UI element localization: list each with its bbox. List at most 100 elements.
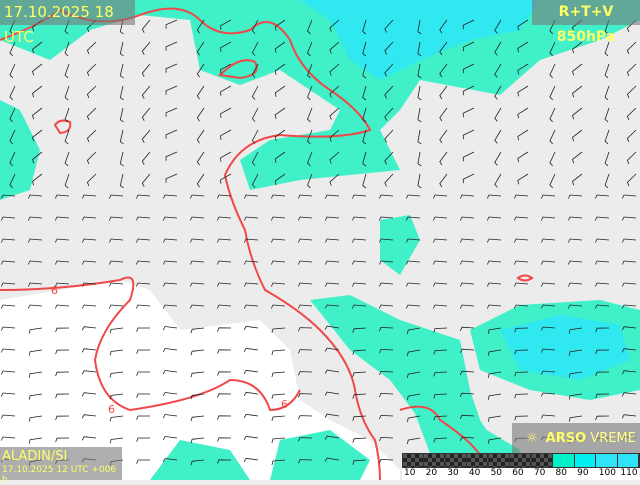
wind-barb <box>251 173 259 188</box>
wind-barb <box>572 107 583 120</box>
wind-barb <box>251 41 259 56</box>
wind-barb <box>119 129 124 145</box>
logo-product: VREME <box>590 430 636 446</box>
wind-barb <box>486 216 502 221</box>
wind-barb <box>351 194 367 199</box>
wind-barb <box>324 413 340 418</box>
wind-barb <box>136 393 150 398</box>
wind-barb <box>216 260 232 265</box>
wind-barb <box>417 151 422 167</box>
wind-barb <box>329 151 340 164</box>
wind-barb <box>517 19 529 31</box>
wind-barb <box>298 327 313 332</box>
wind-barb <box>352 437 367 443</box>
wind-barb <box>0 238 16 243</box>
wind-barb <box>439 41 448 56</box>
wind-barb <box>517 107 529 119</box>
wind-barb <box>540 238 556 243</box>
wind-barb <box>384 151 394 165</box>
wind-barb <box>141 85 151 99</box>
wind-barb <box>405 194 421 199</box>
wind-barb <box>162 282 178 287</box>
wind-barb <box>27 238 43 243</box>
wind-barb <box>307 129 313 145</box>
wind-barb <box>329 107 340 120</box>
wind-barb <box>352 459 367 465</box>
wind-barb <box>307 41 313 57</box>
wind-barb <box>243 194 259 199</box>
legend-swatch <box>574 454 597 467</box>
wind-barb <box>243 369 259 374</box>
contour-label: 6 <box>51 284 58 297</box>
wind-barb <box>55 393 70 399</box>
wind-barb <box>135 238 151 243</box>
wind-barb <box>136 437 150 442</box>
wind-barb <box>55 327 70 333</box>
legend-swatch <box>403 454 425 467</box>
wind-barb <box>217 327 232 332</box>
wind-barb <box>462 85 475 96</box>
wind-barb <box>54 304 70 309</box>
wind-barb <box>162 260 178 265</box>
wind-barb <box>9 41 16 57</box>
wind-barb <box>514 371 529 377</box>
wind-barb <box>298 459 313 464</box>
wind-barb <box>351 282 367 287</box>
wind-barb <box>196 63 205 78</box>
wind-barb <box>540 282 556 287</box>
wind-barb <box>621 304 637 309</box>
wind-barb <box>459 216 475 221</box>
wind-barb <box>487 371 502 378</box>
wind-barb <box>540 216 556 221</box>
wind-barb <box>621 282 637 287</box>
wind-barb <box>351 216 367 221</box>
wind-barb <box>27 304 43 309</box>
wind-barb <box>270 260 286 265</box>
wind-barb <box>572 85 583 98</box>
wind-barb <box>517 129 529 141</box>
wind-barb <box>324 435 340 440</box>
wind-barb <box>162 414 178 419</box>
wind-barb <box>621 216 637 221</box>
wind-barb <box>162 238 178 243</box>
wind-barb <box>621 414 637 419</box>
wind-barb <box>271 371 286 378</box>
wind-barb <box>572 41 583 54</box>
wind-barb <box>251 129 259 144</box>
wind-barb <box>362 129 367 145</box>
wind-barb <box>459 238 475 243</box>
wind-barb <box>64 63 70 79</box>
wind-barb <box>567 282 583 287</box>
wind-barb <box>352 415 367 421</box>
wind-barb <box>136 327 150 332</box>
model-name: ALADIN/SI <box>2 449 68 464</box>
wind-barb <box>567 194 583 199</box>
wind-barb <box>417 19 422 35</box>
wind-barb <box>165 151 178 161</box>
legend-swatch <box>467 454 489 467</box>
wind-barb <box>494 151 502 166</box>
wind-barb <box>329 63 340 76</box>
wind-barb <box>64 41 70 57</box>
wind-barb <box>517 41 529 53</box>
wind-barb <box>32 41 43 54</box>
wind-barb <box>55 349 70 355</box>
wind-barb <box>165 129 178 139</box>
wind-barb <box>28 327 43 334</box>
wind-barb <box>462 129 475 140</box>
wind-barb <box>621 326 637 331</box>
legend-label: 80 <box>555 468 567 478</box>
wind-barb <box>432 282 448 287</box>
wind-barb <box>572 63 583 76</box>
wind-barb <box>459 260 475 265</box>
wind-barb <box>274 107 286 119</box>
wind-barb <box>433 393 448 399</box>
wind-barb <box>307 85 313 101</box>
legend-label: 20 <box>425 468 438 478</box>
wind-barb <box>433 437 448 443</box>
wind-barb <box>217 459 232 464</box>
wind-barb <box>298 393 313 398</box>
wind-barb <box>243 347 259 352</box>
wind-barb <box>362 63 367 79</box>
wind-barb <box>459 194 475 199</box>
